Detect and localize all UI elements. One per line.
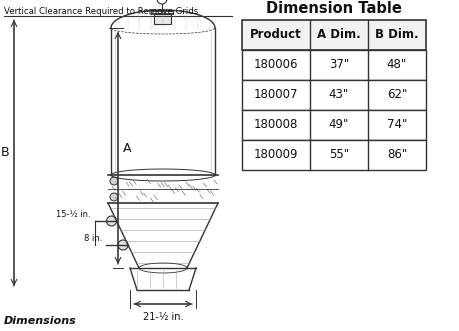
Text: 74": 74" bbox=[386, 118, 406, 131]
Circle shape bbox=[110, 193, 118, 201]
Circle shape bbox=[110, 177, 118, 185]
Text: Product: Product bbox=[250, 28, 301, 41]
Text: Dimensions: Dimensions bbox=[4, 316, 77, 326]
Text: 48": 48" bbox=[386, 59, 406, 71]
Text: 43": 43" bbox=[328, 88, 348, 102]
Bar bbox=[241, 80, 425, 110]
Text: B: B bbox=[0, 147, 9, 160]
Bar bbox=[241, 140, 425, 170]
Text: 8 in.: 8 in. bbox=[84, 234, 102, 243]
Text: Dimension Table: Dimension Table bbox=[265, 1, 401, 16]
Text: A: A bbox=[123, 141, 131, 155]
Text: 15-½ in.: 15-½ in. bbox=[56, 210, 90, 219]
Bar bbox=[241, 50, 425, 80]
Text: 86": 86" bbox=[386, 149, 406, 162]
Bar bbox=[241, 110, 425, 140]
Circle shape bbox=[118, 240, 128, 250]
Text: 49": 49" bbox=[328, 118, 348, 131]
Circle shape bbox=[106, 216, 116, 226]
Text: 180006: 180006 bbox=[253, 59, 297, 71]
Text: Vertical Clearance Required to Remove Grids: Vertical Clearance Required to Remove Gr… bbox=[4, 7, 198, 16]
Text: 55": 55" bbox=[328, 149, 348, 162]
Text: 62": 62" bbox=[386, 88, 406, 102]
Text: A Dim.: A Dim. bbox=[316, 28, 360, 41]
Text: B Dim.: B Dim. bbox=[375, 28, 418, 41]
Bar bbox=[154, 14, 171, 24]
Text: 180008: 180008 bbox=[253, 118, 297, 131]
Text: 180009: 180009 bbox=[253, 149, 297, 162]
Text: 21-½ in.: 21-½ in. bbox=[142, 312, 183, 322]
Bar bbox=[241, 20, 425, 50]
Text: 180007: 180007 bbox=[253, 88, 297, 102]
Text: 37": 37" bbox=[328, 59, 348, 71]
